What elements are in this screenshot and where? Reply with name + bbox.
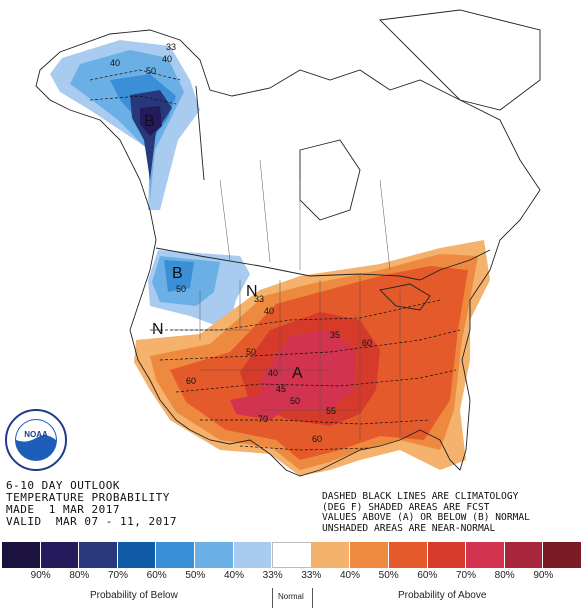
contour-label: 70 <box>258 414 268 424</box>
label-a-plains: A <box>292 365 303 382</box>
above-80 <box>230 392 290 420</box>
legend-divider <box>312 588 313 608</box>
legend-percent-label: 60% <box>417 570 438 581</box>
legend-percent-label: 90% <box>30 570 51 581</box>
legend-below-label: Probability of Below <box>90 590 178 601</box>
explanatory-notes: DASHED BLACK LINES ARE CLIMATOLOGY (DEG … <box>322 491 530 534</box>
label-b-northwest: B <box>172 265 183 282</box>
legend-swatch <box>388 542 428 568</box>
legend-percent-label: 50% <box>185 570 206 581</box>
north-america-coast <box>35 29 541 477</box>
noaa-logo: NOAA <box>5 409 67 471</box>
legend-swatch <box>543 542 582 568</box>
contour-label: 40 <box>162 54 172 64</box>
note-line-3: VALUES ABOVE (A) OR BELOW (B) NORMAL <box>322 512 530 523</box>
legend-swatch <box>427 542 467 568</box>
contour-label: 55 <box>326 406 336 416</box>
legend-percent-label: 33% <box>301 570 322 581</box>
contour-label: 50 <box>176 284 186 294</box>
contour-label: 40 <box>268 368 278 378</box>
legend-percent-label: 60% <box>146 570 167 581</box>
greenland <box>379 9 541 111</box>
label-b-alaska: B <box>144 113 155 130</box>
legend-percent-label: 33% <box>262 570 283 581</box>
legend-divider <box>272 588 273 608</box>
outlook-map: B B N N A 40 50 40 33 50 33 40 50 60 40 … <box>35 9 541 477</box>
alaska-below-80 <box>140 106 162 136</box>
legend-swatch <box>504 542 544 568</box>
great-lakes <box>379 283 431 311</box>
legend-percent-label: 40% <box>339 570 360 581</box>
note-line-4: UNSHADED AREAS ARE NEAR-NORMAL <box>322 522 496 534</box>
contour-label: 40 <box>110 58 120 68</box>
legend-swatch <box>466 542 505 568</box>
contour-label: 50 <box>290 396 300 406</box>
ak-border <box>195 85 205 181</box>
probability-legend: 90% 80% 70% 60% 50% 40% 33% 33% 40% 50% 60% 70% 80% 9… <box>0 542 584 615</box>
legend-swatch <box>2 542 41 568</box>
legend-swatch <box>117 542 157 568</box>
legend-swatch <box>79 542 118 568</box>
legend-percents: 90% 80% 70% 60% 50% 40% 33% 33% 40% 50% 60% 70% 80% 9… <box>2 570 582 584</box>
legend-percent-label: 40% <box>223 570 244 581</box>
legend-swatch <box>311 542 351 568</box>
legend-swatch <box>350 542 389 568</box>
hudson-bay <box>299 139 361 221</box>
note-line-1: DASHED BLACK LINES ARE CLIMATOLOGY <box>322 491 519 502</box>
legend-percent-label: 50% <box>378 570 399 581</box>
legend-swatch <box>194 542 234 568</box>
contour-label: 60 <box>312 434 322 444</box>
forecast-title-block: 6-10 DAY OUTLOOK TEMPERATURE PROBABILITY… <box>6 480 177 528</box>
label-n-montana: N <box>246 283 258 300</box>
legend-swatch <box>233 542 273 568</box>
province-lines <box>219 159 391 271</box>
label-n-california: N <box>152 321 164 338</box>
legend-percent-label: 90% <box>533 570 554 581</box>
climatology-line-1 <box>150 299 441 331</box>
contour-label: 33 <box>166 42 176 52</box>
contour-label: 60 <box>186 376 196 386</box>
northwest-below-60 <box>164 260 194 292</box>
legend-percent-label: 80% <box>69 570 90 581</box>
legend-swatches <box>2 542 582 568</box>
climatology-line-7 <box>89 95 177 105</box>
noaa-logo-text: NOAA <box>24 430 48 439</box>
legend-percent-label: 70% <box>107 570 128 581</box>
canada-us-border <box>155 247 491 281</box>
note-line-2: (DEG F) SHADED AREAS ARE FCST <box>322 501 490 513</box>
title-line-4: VALID MAR 07 - 11, 2017 <box>6 515 177 528</box>
contour-label: 50 <box>146 66 156 76</box>
climatology-line-4 <box>200 419 431 425</box>
contour-label: 45 <box>276 384 286 394</box>
contour-label: 40 <box>264 306 274 316</box>
contour-label: 50 <box>246 347 256 357</box>
legend-percent-label: 80% <box>494 570 515 581</box>
climatology-line-5 <box>239 445 371 451</box>
contour-label: 33 <box>254 294 264 304</box>
climatology-line-3 <box>175 369 457 393</box>
legend-above-label: Probability of Above <box>398 590 487 601</box>
contour-label: 60 <box>362 338 372 348</box>
climatology-line-2 <box>159 329 461 361</box>
title-line-3: MADE 1 MAR 2017 <box>6 503 120 516</box>
contour-label: 35 <box>330 330 340 340</box>
legend-swatch <box>40 542 80 568</box>
legend-normal-label: Normal <box>278 592 304 601</box>
legend-swatch <box>156 542 195 568</box>
title-line-1: 6-10 DAY OUTLOOK <box>6 479 120 492</box>
legend-percent-label: 70% <box>455 570 476 581</box>
climatology-line-6 <box>89 69 181 81</box>
title-line-2: TEMPERATURE PROBABILITY <box>6 491 170 504</box>
legend-swatch <box>272 542 312 568</box>
